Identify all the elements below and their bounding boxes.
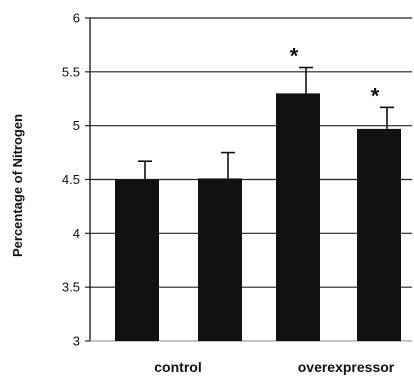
group-label-overexpressor: overexpressor [298, 359, 395, 375]
significance-marker-2: * [290, 44, 299, 69]
significance-marker-3: * [371, 83, 380, 108]
bar-2 [276, 93, 320, 341]
y-tick-label-0: 3 [73, 334, 80, 349]
y-tick-label-1: 3.5 [62, 280, 80, 295]
bar-1 [198, 178, 242, 341]
y-tick-label-2: 4 [73, 226, 80, 241]
y-tick-label-6: 6 [73, 11, 80, 26]
y-axis-title: Percentage of Nitrogen [10, 114, 25, 257]
y-tick-label-3: 4.5 [62, 172, 80, 187]
group-label-control: control [154, 359, 201, 375]
bar-0 [115, 179, 159, 341]
y-tick-label-4: 5 [73, 118, 80, 133]
bar-3 [357, 128, 401, 341]
bars: ** [115, 44, 401, 341]
labels: Percentage of Nitrogen control overexpre… [10, 114, 395, 375]
y-tick-label-5: 5.5 [62, 64, 80, 79]
